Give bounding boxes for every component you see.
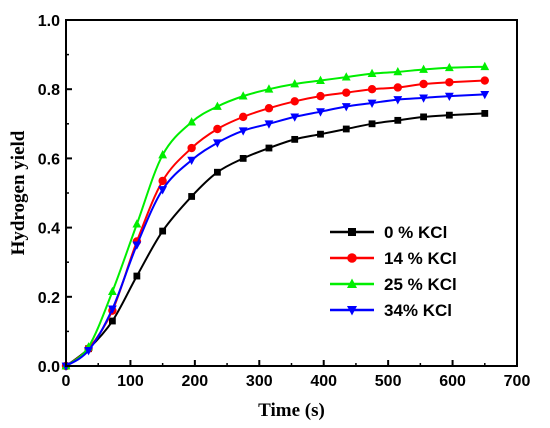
legend-swatch-marker	[347, 253, 357, 263]
x-axis-title: Time (s)	[258, 400, 325, 421]
data-point	[341, 103, 351, 112]
x-tick-label: 200	[182, 373, 209, 390]
data-point	[368, 120, 376, 128]
data-point	[480, 76, 489, 85]
legend-label: 0 % KCl	[384, 223, 447, 242]
data-point	[420, 113, 427, 121]
data-point	[445, 78, 454, 87]
data-point	[394, 116, 402, 124]
data-point	[132, 219, 142, 228]
legend-swatch-marker	[347, 278, 357, 288]
data-point	[158, 150, 168, 159]
data-point	[187, 143, 196, 153]
data-point	[367, 85, 377, 94]
data-point	[133, 272, 141, 280]
data-point	[290, 97, 299, 106]
data-point	[107, 286, 117, 296]
series-4	[61, 90, 490, 371]
data-point	[290, 79, 300, 88]
data-point	[419, 94, 428, 103]
data-point	[132, 241, 142, 250]
legend-label: 14 % KCl	[384, 249, 457, 268]
data-point	[239, 155, 247, 162]
x-tick-label: 300	[246, 373, 273, 390]
data-point	[84, 347, 93, 356]
data-point	[187, 156, 197, 166]
data-point	[317, 130, 324, 138]
data-point	[480, 61, 490, 71]
data-point	[290, 113, 300, 122]
series-layer	[61, 61, 490, 371]
y-axis-title: Hydrogen yield	[8, 130, 29, 255]
legend-label: 34% KCl	[384, 301, 452, 320]
y-tick-label: 0.0	[38, 359, 60, 376]
legend-label: 25 % KCl	[384, 275, 457, 294]
data-point	[393, 67, 403, 76]
data-point	[108, 317, 116, 325]
data-point	[213, 139, 222, 148]
y-tick-label: 0.4	[38, 221, 60, 238]
ticks-layer: 0 100 200 300 400 500 600 700 0.0 0.2 0.4 0.6 0.8 1.0	[38, 13, 531, 390]
data-point	[158, 186, 168, 195]
data-point	[264, 120, 274, 129]
legend-swatch-marker	[348, 228, 356, 236]
data-point	[316, 91, 325, 101]
data-point	[445, 111, 453, 119]
data-point	[444, 62, 454, 72]
y-tick-label: 0.8	[38, 82, 60, 99]
y-tick-label: 0.6	[38, 151, 60, 168]
y-tick-label: 1.0	[38, 13, 60, 30]
data-point	[444, 92, 454, 102]
data-point	[264, 104, 274, 113]
data-point	[264, 84, 274, 93]
legend-item: 0 % KCl	[330, 223, 447, 242]
x-tick-label: 700	[504, 373, 531, 390]
legend-item: 25 % KCl	[330, 275, 457, 294]
data-point	[316, 75, 325, 84]
data-point	[214, 168, 221, 176]
data-point	[265, 144, 273, 152]
data-point	[188, 193, 196, 200]
legend-item: 34% KCl	[330, 301, 452, 320]
data-point	[480, 90, 490, 100]
data-point	[419, 79, 428, 89]
data-point	[481, 110, 489, 117]
data-point	[367, 99, 377, 108]
data-point	[238, 112, 248, 122]
data-point	[159, 227, 167, 235]
x-tick-label: 0	[62, 373, 71, 390]
data-point	[213, 101, 222, 110]
y-tick-label: 0.2	[38, 290, 60, 307]
legend: 0 % KCl 14 % KCl 25 % KCl 34% KCl	[330, 223, 457, 320]
legend-swatch-marker	[347, 306, 357, 316]
x-tick-label: 500	[375, 373, 402, 390]
data-point	[238, 91, 248, 100]
data-point	[238, 127, 248, 136]
data-point	[367, 68, 377, 78]
data-point	[393, 83, 403, 92]
data-point	[419, 64, 428, 73]
x-tick-label: 100	[117, 373, 144, 390]
series-3	[61, 61, 490, 370]
series-line	[65, 65, 485, 367]
data-point	[158, 176, 167, 186]
x-tick-label: 600	[439, 373, 466, 390]
data-point	[341, 72, 351, 81]
data-point	[213, 124, 222, 134]
data-point	[342, 125, 350, 133]
x-tick-label: 400	[310, 373, 337, 390]
data-point	[393, 96, 403, 105]
legend-item: 14 % KCl	[330, 249, 457, 268]
data-point	[187, 117, 197, 126]
data-point	[107, 305, 117, 314]
data-point	[291, 135, 299, 143]
data-point	[316, 108, 325, 117]
data-point	[342, 88, 351, 97]
